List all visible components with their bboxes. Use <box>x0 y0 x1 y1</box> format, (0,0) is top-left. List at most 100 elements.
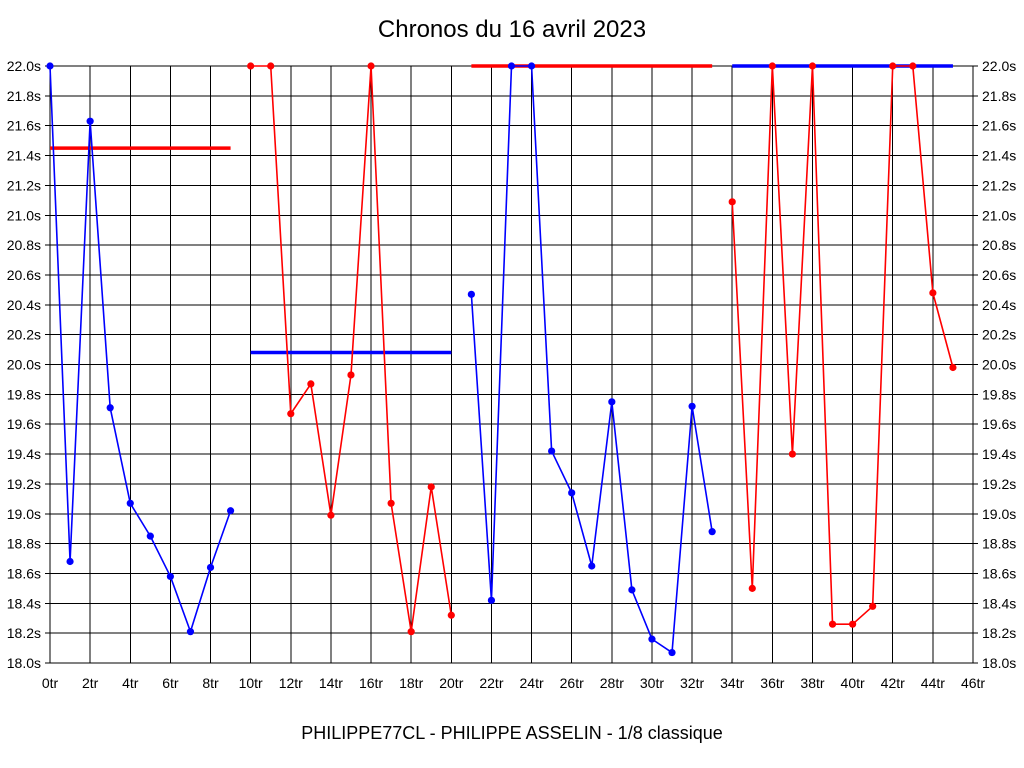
x-tick-label: 26tr <box>560 675 584 691</box>
red-run-2-point <box>808 62 817 70</box>
x-tick-label: 10tr <box>239 675 263 691</box>
blue-run-2-point <box>568 489 576 497</box>
blue-run-2-point <box>708 528 716 536</box>
y-tick-label-right: 18.0s <box>982 655 1016 671</box>
x-tick-label: 0tr <box>42 675 59 691</box>
y-tick-label-right: 19.0s <box>982 506 1016 522</box>
x-tick-label: 30tr <box>640 675 664 691</box>
red-run-1-point <box>307 380 315 388</box>
blue-run-1-point <box>126 499 134 507</box>
chart-footer: PHILIPPE77CL - PHILIPPE ASSELIN - 1/8 cl… <box>301 723 723 743</box>
red-run-2-point <box>949 363 957 372</box>
x-tick-label: 36tr <box>760 675 784 691</box>
red-run-2-point <box>748 584 756 592</box>
blue-run-2-point <box>467 290 475 298</box>
chart-title: Chronos du 16 avril 2023 <box>377 16 647 43</box>
red-run-1-point <box>327 511 335 519</box>
y-tick-label-left: 20.4s <box>7 297 41 313</box>
x-tick-label: 28tr <box>600 675 624 691</box>
red-run-2-point <box>849 620 857 628</box>
y-tick-label-left: 20.8s <box>7 237 41 253</box>
blue-run-2-point <box>507 62 516 70</box>
y-tick-label-left: 21.8s <box>7 88 41 104</box>
blue-run-2-point <box>668 648 676 657</box>
red-run-2-point <box>768 62 776 70</box>
y-tick-label-right: 21.6s <box>982 118 1016 134</box>
y-tick-label-right: 21.4s <box>982 148 1016 164</box>
y-tick-label-right: 22.0s <box>982 58 1016 74</box>
blue-run-1-point <box>106 404 114 412</box>
y-tick-label-left: 19.8s <box>7 386 41 402</box>
y-tick-label-left: 20.2s <box>7 327 41 343</box>
x-tick-label: 12tr <box>279 675 303 691</box>
y-tick-label-left: 18.2s <box>7 625 41 641</box>
blue-run-1-point <box>226 507 235 515</box>
red-run-1-point <box>287 410 295 418</box>
y-tick-label-right: 19.6s <box>982 416 1016 432</box>
blue-run-1-point <box>206 563 215 572</box>
red-run-2-line <box>731 65 954 625</box>
red-run-1-point <box>367 62 375 70</box>
red-run-2-point <box>889 62 897 70</box>
y-tick-label-left: 21.0s <box>7 207 41 223</box>
red-run-1-point <box>267 62 275 70</box>
y-tick-label-right: 18.8s <box>982 536 1016 552</box>
blue-run-1-point <box>86 117 94 125</box>
red-run-2-point <box>909 62 917 70</box>
x-tick-label: 16tr <box>359 675 383 691</box>
x-tick-label: 44tr <box>921 675 945 691</box>
y-tick-label-right: 19.8s <box>982 386 1016 402</box>
red-run-2-point <box>828 620 837 628</box>
x-tick-label: 24tr <box>520 675 544 691</box>
y-tick-label-right: 21.2s <box>982 177 1016 193</box>
red-run-1-line <box>250 65 453 633</box>
y-tick-label-right: 20.6s <box>982 267 1016 283</box>
y-tick-label-left: 20.0s <box>7 357 41 373</box>
x-tick-label: 4tr <box>122 675 139 691</box>
y-tick-label-left: 21.4s <box>7 148 41 164</box>
y-tick-label-right: 21.8s <box>982 88 1016 104</box>
y-tick-label-right: 18.6s <box>982 565 1016 581</box>
y-tick-label-left: 18.4s <box>7 595 41 611</box>
red-run-1-point <box>427 483 435 491</box>
y-tick-label-left: 22.0s <box>7 58 41 74</box>
red-run-1-point <box>247 62 255 70</box>
x-tick-label: 40tr <box>841 675 865 691</box>
y-tick-label-left: 21.2s <box>7 177 41 193</box>
x-tick-label: 18tr <box>399 675 423 691</box>
y-tick-label-right: 18.4s <box>982 595 1016 611</box>
x-tick-label: 42tr <box>881 675 905 691</box>
blue-run-1-line <box>49 65 232 633</box>
x-tick-label: 46tr <box>961 675 985 691</box>
blue-run-2-point <box>628 586 636 594</box>
y-tick-label-left: 18.0s <box>7 655 41 671</box>
y-tick-label-right: 20.0s <box>982 357 1016 373</box>
blue-run-2-point <box>527 62 536 70</box>
y-tick-label-left: 20.6s <box>7 267 41 283</box>
red-run-1-point <box>387 499 395 507</box>
y-tick-label-left: 18.8s <box>7 536 41 552</box>
y-tick-label-left: 19.4s <box>7 446 41 462</box>
blue-run-1-point <box>166 572 174 581</box>
x-tick-label: 34tr <box>720 675 744 691</box>
y-tick-label-right: 20.4s <box>982 297 1016 313</box>
blue-run-2-point <box>608 398 616 406</box>
y-tick-label-right: 20.8s <box>982 237 1016 253</box>
y-tick-label-right: 19.4s <box>982 446 1016 462</box>
blue-run-2-point <box>548 447 556 455</box>
y-tick-label-left: 19.0s <box>7 506 41 522</box>
blue-run-2-point <box>648 635 656 643</box>
x-tick-label: 20tr <box>439 675 463 691</box>
x-tick-label: 6tr <box>162 675 179 691</box>
x-tick-label: 22tr <box>479 675 503 691</box>
y-tick-label-right: 21.0s <box>982 207 1016 223</box>
red-run-1-point <box>447 611 455 619</box>
x-tick-label: 2tr <box>82 675 99 691</box>
red-run-2-point <box>869 602 877 610</box>
blue-run-1-point <box>66 557 74 566</box>
blue-run-1-point <box>46 62 54 70</box>
blue-run-2-point <box>487 596 496 604</box>
red-run-1-point <box>347 371 355 379</box>
x-tick-label: 14tr <box>319 675 343 691</box>
